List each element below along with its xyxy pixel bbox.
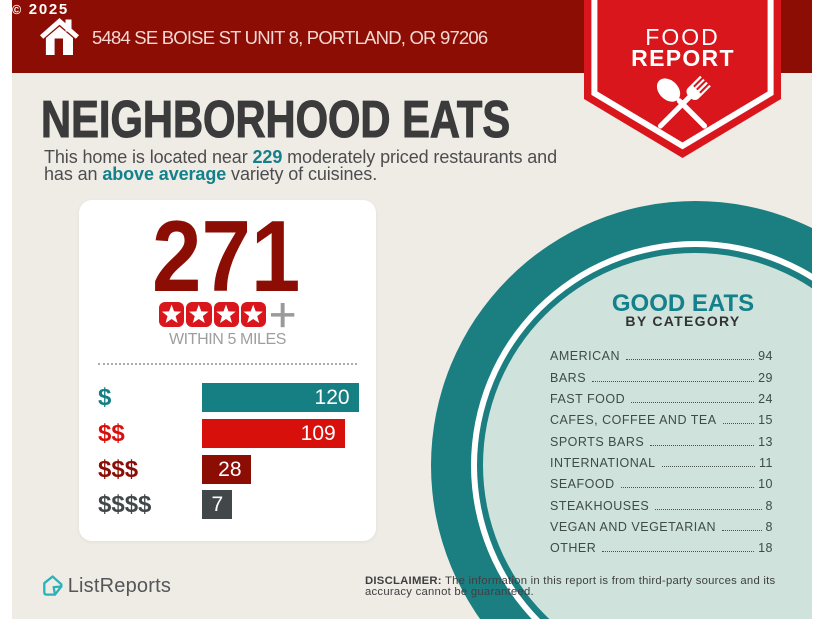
svg-text:REPORT: REPORT bbox=[631, 45, 735, 71]
svg-text:FOOD: FOOD bbox=[645, 24, 719, 50]
